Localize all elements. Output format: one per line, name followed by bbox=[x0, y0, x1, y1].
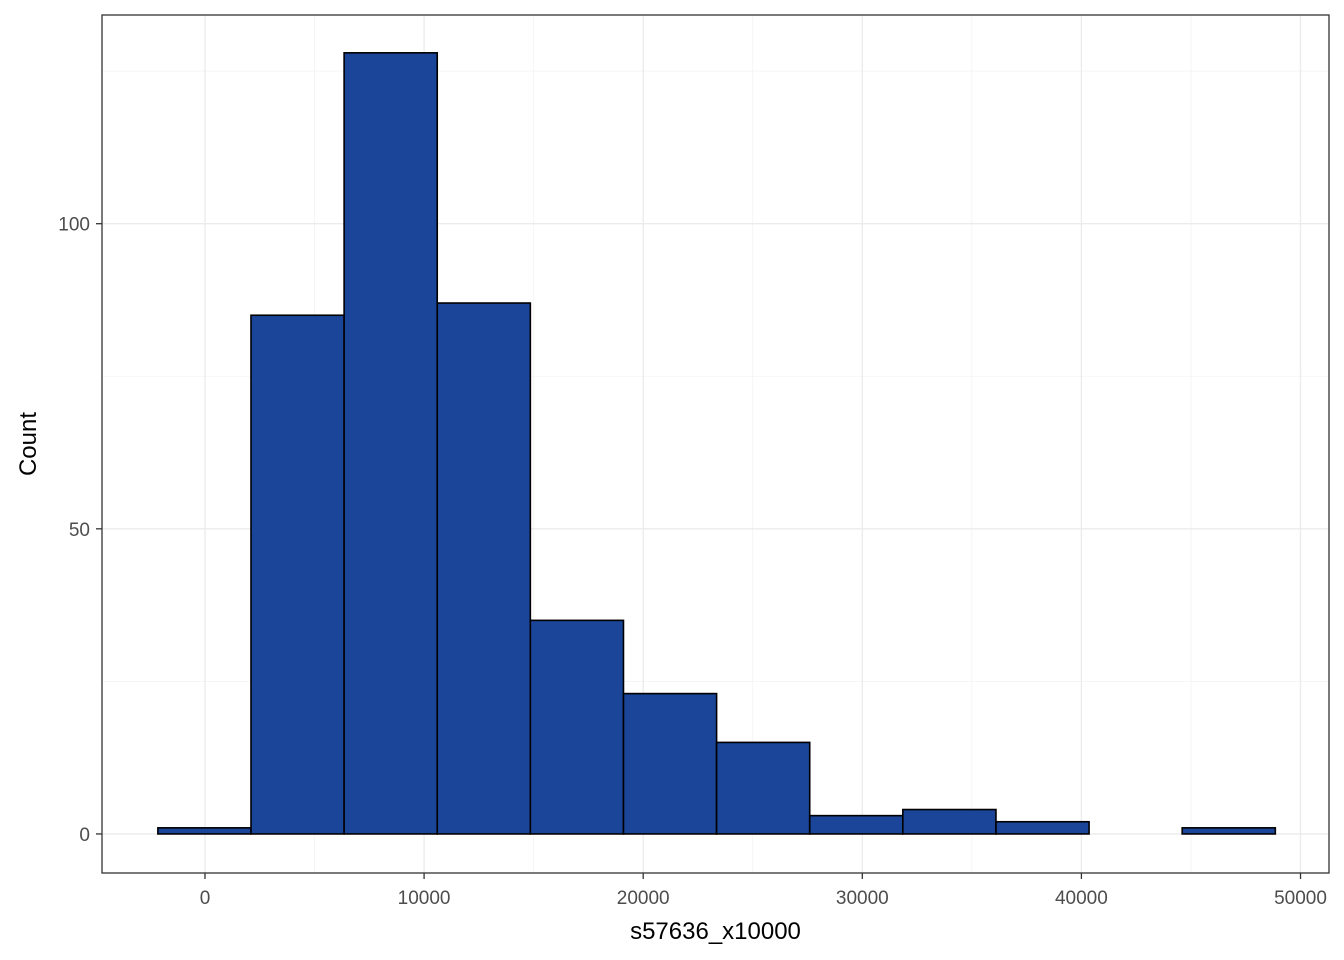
x-tick-label: 0 bbox=[200, 888, 211, 909]
histogram-bar bbox=[157, 827, 252, 835]
histogram-bar bbox=[250, 314, 345, 835]
histogram-bar bbox=[808, 814, 904, 835]
x-tick-label: 30000 bbox=[836, 888, 889, 909]
y-axis-ticks: 0 50 100 bbox=[58, 215, 102, 846]
histogram-bar bbox=[995, 820, 1090, 835]
x-tick-label: 10000 bbox=[398, 888, 451, 909]
histogram-bar bbox=[436, 302, 532, 835]
y-tick-label: 100 bbox=[58, 215, 90, 236]
x-axis-title: s57636_x10000 bbox=[630, 918, 801, 945]
histogram-bar bbox=[622, 692, 718, 835]
x-axis-ticks: 0 10000 20000 30000 40000 50000 bbox=[200, 873, 1327, 909]
histogram-bar bbox=[902, 808, 997, 835]
y-axis-title: Count bbox=[15, 412, 42, 476]
histogram-bars bbox=[157, 52, 1277, 835]
x-tick-label: 20000 bbox=[617, 888, 670, 909]
histogram-bar bbox=[343, 52, 439, 835]
histogram-bar bbox=[1181, 827, 1277, 835]
x-tick-label: 50000 bbox=[1274, 888, 1327, 909]
y-tick-label: 0 bbox=[79, 825, 90, 846]
x-tick-label: 40000 bbox=[1055, 888, 1108, 909]
panel-border bbox=[101, 14, 1330, 874]
histogram-bar bbox=[529, 619, 625, 835]
y-tick-label: 50 bbox=[69, 520, 90, 541]
histogram-bar bbox=[715, 741, 811, 835]
